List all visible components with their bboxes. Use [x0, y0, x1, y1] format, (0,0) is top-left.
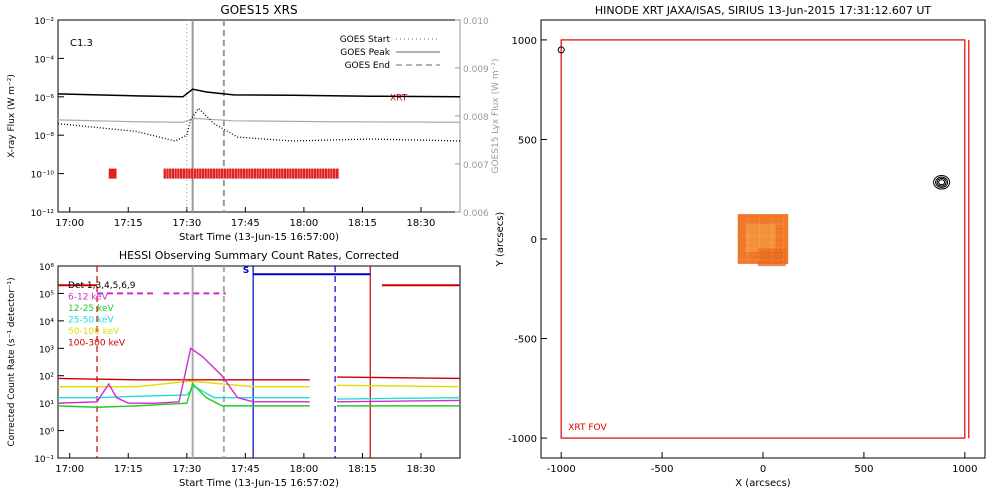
xrt-fov-box — [560, 39, 966, 439]
goes-xrt-label: XRT — [390, 94, 408, 104]
hessi-count-series-late — [337, 399, 461, 403]
hessi-legend-entry: 25-50 keV — [68, 316, 114, 326]
goes-xrt-observation-bar — [163, 168, 340, 179]
goes-y-tick-label: 10⁻⁸ — [34, 132, 54, 142]
xrt-x-tick-label: 0 — [760, 464, 766, 475]
goes-plot-frame — [57, 19, 461, 213]
xrt-y-tick-label: -1000 — [508, 434, 537, 445]
hessi-count-series — [57, 382, 310, 408]
hessi-plot-frame — [57, 265, 461, 459]
goes-x-tick-label: 17:30 — [172, 218, 201, 229]
hessi-count-series — [58, 385, 310, 399]
hessi-x-tick-label: 18:15 — [348, 464, 377, 475]
goes-xray-short-series — [57, 107, 461, 142]
goes-lyman-series — [57, 117, 461, 123]
goes-y2-tick-label: 0.009 — [463, 65, 489, 75]
xrt-x-tick-label: 500 — [854, 464, 873, 475]
hessi-x-label: Start Time (13-Jun-15 16:57:02) — [179, 478, 339, 489]
goes-x-tick-label: 17:00 — [55, 218, 84, 229]
hessi-legend-entry: Det 1,3,4,5,6,9 — [68, 281, 136, 291]
goes-y2-tick-label: 0.007 — [463, 161, 489, 171]
goes-legend-label: GOES Peak — [340, 48, 390, 58]
hessi-y-tick-label: 10⁸ — [39, 263, 54, 273]
goes-y2-tick-label: 0.010 — [463, 17, 489, 27]
goes-class-annotation: C1.3 — [70, 38, 93, 49]
hessi-legend-entry: 6-12 keV — [68, 293, 109, 303]
goes-legend-label: GOES End — [345, 61, 390, 71]
goes-y2-tick-label: 0.006 — [463, 209, 489, 219]
hessi-count-series — [57, 377, 310, 381]
hessi-title: HESSI Observing Summary Count Rates, Cor… — [119, 249, 399, 262]
xrt-flare-contour — [936, 177, 947, 187]
xrt-flare-contour — [938, 179, 946, 186]
xrt-title: HINODE XRT JAXA/ISAS, SIRIUS 13-Jun-2015… — [595, 4, 932, 17]
hessi-count-series-late — [337, 376, 461, 380]
hessi-x-tick-label: 17:45 — [231, 464, 260, 475]
hessi-x-tick-label: 17:30 — [172, 464, 201, 475]
hessi-saa-label: S — [243, 266, 249, 276]
goes-x-tick-label: 17:45 — [231, 218, 260, 229]
hessi-count-series — [57, 347, 310, 404]
goes-legend-label: GOES Start — [340, 35, 391, 45]
xrt-x-tick-label: -1000 — [547, 464, 576, 475]
xrt-y-tick-label: 1000 — [512, 36, 537, 47]
xrt-flare-contour — [933, 174, 951, 190]
goes-x-tick-label: 18:15 — [348, 218, 377, 229]
xrt-x-tick-label: 1000 — [952, 464, 977, 475]
goes-y-tick-label: 10⁻¹² — [31, 209, 55, 219]
goes-y-tick-label: 10⁻² — [34, 17, 54, 27]
hessi-x-tick-label: 18:00 — [289, 464, 318, 475]
goes-xray-long-series — [57, 88, 461, 98]
goes-xrt-observation-bar — [108, 168, 117, 179]
xrt-y-tick-label: -500 — [514, 335, 537, 346]
hessi-count-series-late — [337, 396, 461, 400]
hessi-count-series-late — [337, 384, 461, 388]
xrt-position-marker — [557, 46, 565, 54]
xrt-image-texture — [757, 248, 786, 267]
xrt-flare-contour — [935, 176, 949, 188]
xrt-y-tick-label: 0 — [531, 235, 537, 246]
hessi-x-tick-label: 17:15 — [114, 464, 143, 475]
goes-y2-tick-label: 0.008 — [463, 113, 489, 123]
xrt-x-tick-label: -500 — [651, 464, 674, 475]
xrt-y-label: Y (arcsecs) — [495, 212, 506, 268]
hessi-legend-entry: 100-300 keV — [68, 339, 126, 349]
hessi-legend-entry: 50-100 keV — [68, 327, 120, 337]
hessi-y-tick-label: 10² — [39, 373, 54, 383]
goes-x-tick-label: 17:15 — [114, 218, 143, 229]
goes-title: GOES15 XRS — [220, 3, 297, 17]
hessi-y-tick-label: 10³ — [39, 345, 54, 355]
goes-y-tick-label: 10⁻¹⁰ — [31, 171, 55, 181]
hessi-y-tick-label: 10⁻¹ — [34, 455, 54, 465]
hessi-x-tick-label: 17:00 — [55, 464, 84, 475]
goes-x-label: Start Time (13-Jun-15 16:57:00) — [179, 232, 339, 243]
hessi-y-label: Corrected Count Rate (s⁻¹ detector⁻¹) — [7, 277, 17, 446]
goes-y-tick-label: 10⁻⁶ — [34, 94, 54, 104]
hessi-y-tick-label: 10⁰ — [39, 428, 54, 438]
goes-y2-label: GOES15 Lyx Flux (W m⁻²) — [491, 59, 501, 174]
xrt-x-label: X (arcsecs) — [735, 478, 791, 489]
goes-y-tick-label: 10⁻⁴ — [34, 55, 54, 65]
xrt-fov-label: XRT FOV — [568, 423, 607, 433]
hessi-y-tick-label: 10⁴ — [39, 318, 54, 328]
xrt-image-brightening — [745, 224, 776, 253]
goes-x-tick-label: 18:00 — [289, 218, 318, 229]
xrt-y-tick-label: 500 — [518, 135, 537, 146]
hessi-y-tick-label: 10¹ — [39, 400, 54, 410]
hessi-legend-entry: 12-25 keV — [68, 304, 114, 314]
hessi-x-tick-label: 18:30 — [407, 464, 436, 475]
hessi-y-tick-label: 10⁵ — [39, 290, 54, 300]
goes-y-label: X-ray Flux (W m⁻²) — [7, 74, 17, 158]
goes-x-tick-label: 18:30 — [407, 218, 436, 229]
